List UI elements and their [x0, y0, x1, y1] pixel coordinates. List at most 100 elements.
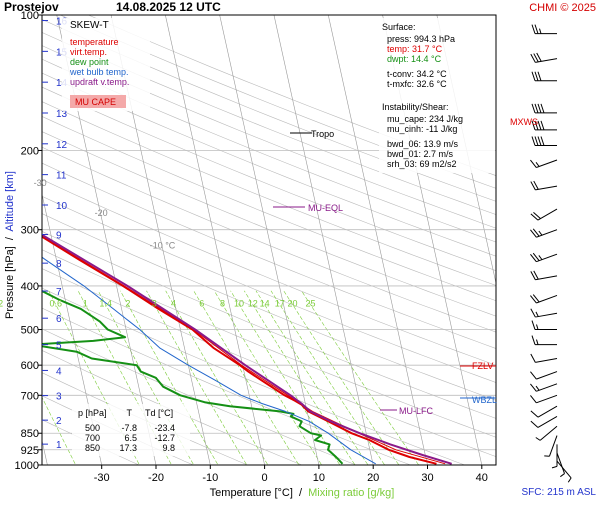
- pressure-tick-label: 300: [21, 225, 39, 237]
- credit-label: CHMI © 2025: [529, 2, 596, 14]
- altitude-tick-label: 1: [56, 440, 62, 451]
- table-cell: -23.4: [154, 423, 175, 433]
- legend-item-wetbulb: wet bulb temp.: [69, 67, 129, 77]
- legend: SKEW-T temperature virt.temp. dew point …: [62, 18, 150, 111]
- wind-barb: [530, 229, 557, 237]
- pressure-tick-label: 200: [21, 145, 39, 157]
- altitude-tick-label: 3: [56, 392, 62, 403]
- wind-barb: [530, 372, 557, 380]
- mixing-ratio-label: 12: [248, 299, 258, 309]
- altitude-tick-label: 4: [56, 366, 62, 377]
- table-cell: 850: [85, 443, 100, 453]
- legend-item-temperature: temperature: [70, 37, 119, 47]
- altitude-tick-label: 5: [56, 341, 62, 352]
- table-header-p: p [hPa]: [78, 408, 107, 418]
- wind-barb: [531, 271, 557, 280]
- mixing-ratio-label: 10: [234, 299, 244, 309]
- wind-barb: [530, 395, 557, 403]
- barb-flag: [535, 104, 538, 113]
- barb-flag: [538, 104, 541, 113]
- barb-flag: [531, 421, 538, 427]
- altitude-tick-label: 9: [56, 230, 62, 241]
- barb-half-flag: [539, 255, 542, 259]
- pressure-tick-label: 850: [21, 428, 39, 440]
- mixing-ratio-label: 2: [125, 299, 130, 309]
- inst-mu-cinh: mu_cinh: -11 J/kg: [387, 124, 457, 134]
- barb-half-flag: [552, 466, 557, 468]
- barb-half-flag: [537, 325, 539, 330]
- isotherm: [220, 15, 321, 475]
- altitude-tick-label: 8: [56, 259, 62, 270]
- barb-staff: [557, 453, 565, 474]
- barb-flag: [541, 137, 544, 146]
- barb-flag: [530, 384, 536, 391]
- x-title-sep: /: [299, 487, 303, 499]
- barb-half-flag: [539, 231, 542, 235]
- surface-temp: temp: 31.7 °C: [387, 44, 443, 54]
- barb-staff: [536, 230, 557, 238]
- wind-barb: [531, 209, 557, 220]
- table-cell: 9.8: [162, 443, 175, 453]
- wind-barb: [530, 160, 557, 168]
- mu-eql-label: MU-EQL: [308, 203, 343, 213]
- surface-tmxfc: t-mxfc: 32.6 °C: [387, 79, 447, 89]
- barb-flag: [535, 25, 538, 34]
- barb-staff: [535, 313, 557, 317]
- fzlv-label: FZLV: [472, 361, 493, 371]
- barb-flag: [541, 104, 544, 113]
- barb-half-flag: [536, 162, 539, 166]
- surface-dwpt: dwpt: 14.4 °C: [387, 54, 442, 64]
- legend-item-virt-temp: virt.temp.: [70, 47, 107, 57]
- surface-press: press: 994.3 hPa: [387, 34, 455, 44]
- barb-flag: [535, 137, 538, 146]
- mu-lfc-label: MU-LFC: [399, 406, 433, 416]
- table-row: 500 -7.8 -23.4: [85, 423, 175, 433]
- wind-barb: [531, 309, 557, 317]
- barb-flag: [530, 372, 536, 379]
- barb-flag: [531, 309, 536, 317]
- barb-staff: [549, 436, 557, 457]
- mixing-title-part: Mixing ratio [g/kg]: [308, 487, 394, 499]
- table-cell: 700: [85, 433, 100, 443]
- barb-flag: [532, 104, 535, 113]
- altitude-tick-label: 11: [56, 171, 67, 182]
- isotherm-label: -30: [34, 178, 47, 188]
- mixing-ratio-label: 1: [83, 299, 88, 309]
- temp-tick-label: 20: [367, 472, 379, 484]
- surface-title: Surface:: [382, 22, 416, 32]
- temp-title-part: Temperature [°C]: [210, 487, 293, 499]
- altitude-tick-label: 2: [56, 416, 62, 427]
- mixing-ratio-line: [271, 291, 391, 475]
- barb-staff: [536, 372, 557, 380]
- table-cell: -12.7: [154, 433, 175, 443]
- altitude-tick-label: 6: [56, 314, 62, 325]
- mixing-ratio-label: 0.2: [0, 299, 3, 309]
- barb-staff: [540, 426, 557, 440]
- barb-half-flag: [537, 340, 539, 345]
- barb-half-flag: [536, 386, 539, 390]
- isotherm-label: -20: [95, 208, 108, 218]
- wbzl-label: WBZL: [472, 395, 497, 405]
- mixing-ratio-label: 14: [260, 299, 270, 309]
- mxws-label: MXWS: [510, 117, 538, 127]
- temp-tick-label: 30: [421, 472, 433, 484]
- barb-flag: [538, 137, 541, 146]
- mixing-ratio-label: 4: [171, 299, 176, 309]
- mixing-ratio-label: 17: [275, 299, 285, 309]
- barb-flag: [532, 137, 535, 146]
- barb-flag: [538, 121, 541, 130]
- table-cell: 6.5: [124, 433, 137, 443]
- inst-srh-03: srh_03: 69 m2/s2: [387, 159, 457, 169]
- barb-flag: [538, 72, 541, 81]
- temp-tick-label: 10: [313, 472, 325, 484]
- wind-barb: [532, 104, 557, 113]
- wind-barb: [531, 416, 557, 427]
- wind-barb: [532, 336, 557, 345]
- barb-staff: [536, 384, 557, 392]
- barb-half-flag: [560, 474, 564, 477]
- table-cell: 500: [85, 423, 100, 433]
- barb-staff: [538, 416, 557, 427]
- table-cell: 17.3: [119, 443, 137, 453]
- barb-flag: [532, 25, 535, 34]
